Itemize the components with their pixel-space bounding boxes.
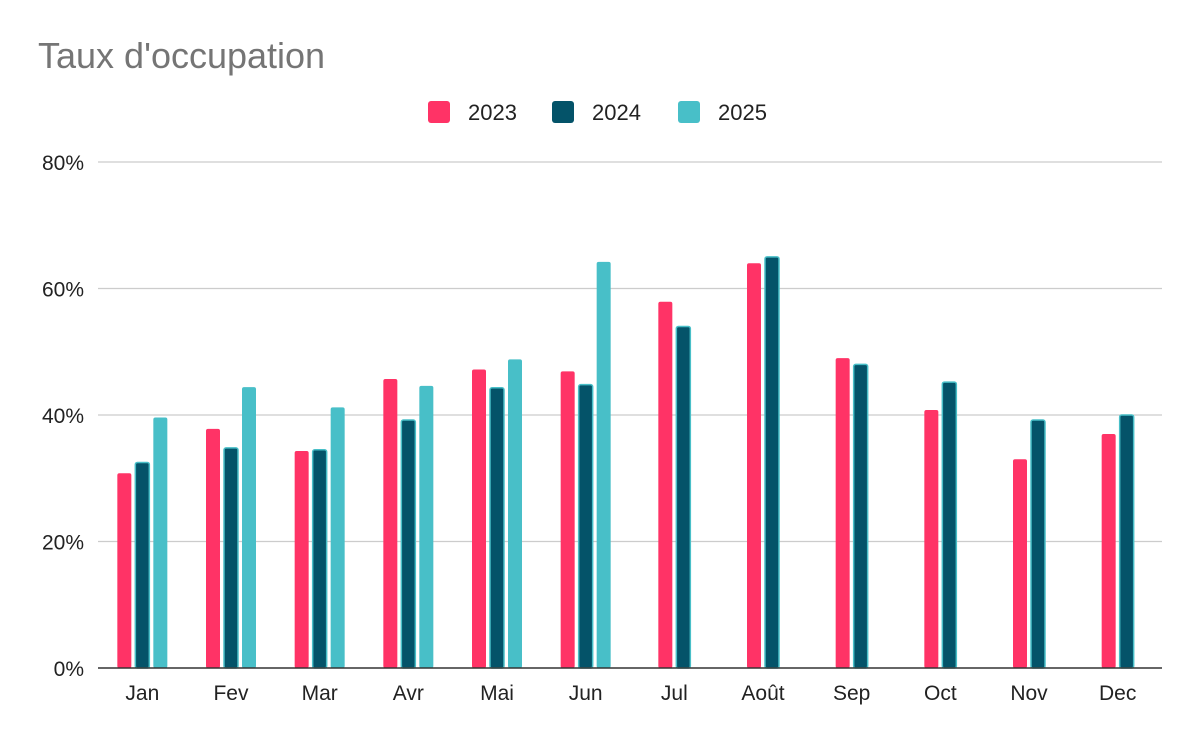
y-tick-label: 40% (42, 405, 84, 428)
bar-2023-Avr (383, 378, 398, 668)
legend-label: 2024 (592, 100, 641, 125)
bar-2024-Mar (311, 449, 328, 669)
bar-2024-Jul (675, 325, 692, 669)
bar-2024-Sep (852, 363, 869, 669)
bar-2025-Mar (330, 407, 345, 668)
x-tick-label: Mai (480, 682, 514, 705)
bar-2025-Jun (596, 261, 611, 668)
bar-2024-Avr (400, 419, 417, 669)
gridlines (98, 161, 1162, 543)
x-axis-tick-labels: Jan Fev Mar Avr Mai Jun Jul Août Sep Oct Nov Dec (125, 682, 1136, 705)
bar-2024-Oct (941, 381, 958, 669)
bar-2023-Dec (1101, 433, 1116, 668)
x-tick-label: Jan (125, 682, 159, 705)
bar-2023-Sep (835, 358, 850, 668)
y-tick-label: 60% (42, 279, 84, 302)
bar-2025-Mai (508, 359, 522, 668)
legend-swatch-2023 (428, 101, 450, 123)
bar-2023-Août (747, 263, 761, 668)
x-tick-label: Mar (302, 682, 338, 705)
x-tick-label: Sep (833, 682, 870, 705)
legend: 2023 2024 2025 (428, 100, 767, 125)
bar-2024-Jan (134, 461, 151, 669)
bar-2024-Mai (489, 387, 505, 669)
bar-2025-Fev (242, 387, 256, 668)
bar-2024-Dec (1118, 414, 1135, 669)
bar-2023-Fev (206, 428, 220, 668)
bar-2023-Nov (1013, 459, 1027, 668)
x-tick-label: Jun (569, 682, 603, 705)
x-tick-label: Dec (1099, 682, 1136, 705)
bar-2025-Jan (153, 417, 168, 668)
bar-2023-Mar (294, 451, 309, 668)
legend-swatch-2025 (678, 101, 700, 123)
x-tick-label: Août (741, 682, 784, 705)
y-tick-label: 0% (54, 658, 84, 681)
bars (117, 256, 1135, 669)
legend-label: 2025 (718, 100, 767, 125)
legend-swatch-2024 (552, 101, 574, 123)
bar-2024-Fev (223, 447, 239, 669)
x-tick-label: Fev (213, 682, 249, 705)
bar-2023-Oct (924, 409, 939, 668)
bar-2023-Jul (658, 301, 673, 668)
bar-2024-Août (764, 256, 780, 669)
x-tick-label: Avr (393, 682, 424, 705)
bar-2024-Nov (1030, 419, 1046, 669)
bar-2023-Jan (117, 473, 132, 668)
bar-2024-Jun (577, 383, 594, 669)
x-tick-label: Nov (1010, 682, 1048, 705)
bar-2023-Jun (560, 371, 575, 668)
chart-title: Taux d'occupation (38, 35, 325, 76)
x-tick-label: Jul (661, 682, 688, 705)
bar-2023-Mai (472, 369, 486, 668)
y-tick-label: 80% (42, 152, 84, 175)
legend-label: 2023 (468, 100, 517, 125)
y-axis-tick-labels: 0% 20% 40% 60% 80% (42, 152, 84, 681)
y-tick-label: 20% (42, 532, 84, 555)
x-tick-label: Oct (924, 682, 957, 705)
bar-2025-Avr (419, 385, 434, 668)
